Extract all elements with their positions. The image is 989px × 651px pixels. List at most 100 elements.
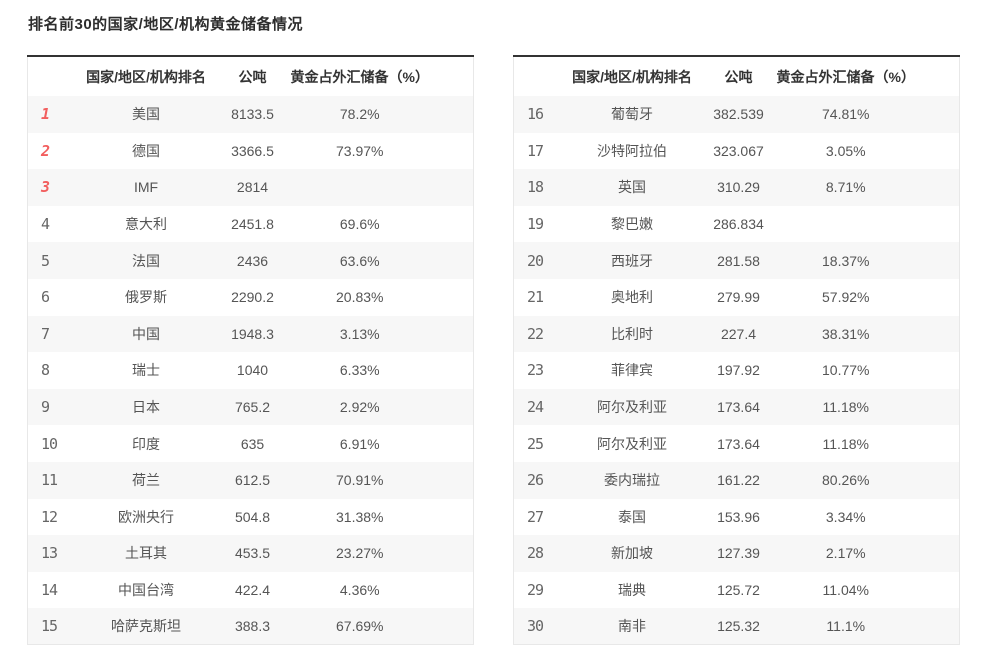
table-row: 10 印度 635 6.91%	[28, 425, 474, 462]
cell-rank: 15	[41, 617, 58, 636]
cell-tons: 2290.2	[231, 289, 274, 306]
cell-rank: 30	[527, 617, 544, 636]
table-row: 3 IMF 2814	[27, 169, 474, 206]
table-row: 18 英国 310.29 8.71%	[513, 169, 960, 206]
cell-pct: 10.77%	[822, 362, 870, 379]
col-header-name: 国家/地区/机构排名	[75, 56, 217, 96]
cell-name: 黎巴嫩	[611, 216, 653, 233]
table-row: 2 德国 3366.5 73.97%	[28, 133, 474, 170]
cell-name: 葡萄牙	[611, 106, 653, 123]
cell-rank: 8	[41, 361, 50, 380]
cell-rank: 1	[41, 105, 50, 124]
cell-tons: 227.4	[720, 325, 757, 342]
cell-name: 法国	[132, 252, 160, 269]
cell-tons: 382.539	[713, 106, 764, 123]
table-row: 27 泰国 153.96 3.34%	[514, 499, 960, 536]
cell-pct: 78.2%	[339, 106, 380, 123]
cell-rank: 14	[41, 581, 58, 600]
cell-pct: 3.34%	[825, 508, 866, 525]
cell-pct: 3.13%	[339, 325, 380, 342]
cell-pct	[775, 206, 960, 243]
cell-pct: 80.26%	[822, 472, 870, 489]
cell-rank: 23	[527, 361, 544, 380]
cell-pct: 2.92%	[339, 399, 380, 416]
table-body-right: 16 葡萄牙 382.539 74.81% 17 沙特阿拉伯 323.067 3.05% 18 英…	[513, 96, 960, 645]
cell-name: 南非	[618, 618, 646, 635]
cell-rank: 7	[41, 324, 50, 343]
cell-name: 日本	[132, 399, 160, 416]
col-header-rank	[27, 56, 76, 96]
cell-name: 印度	[132, 435, 160, 452]
col-header-rank	[513, 56, 562, 96]
cell-pct: 11.04%	[822, 582, 869, 599]
cell-tons: 153.96	[717, 508, 760, 525]
cell-name: 奥地利	[611, 289, 653, 306]
cell-pct: 11.18%	[822, 399, 869, 416]
cell-rank: 4	[41, 215, 50, 234]
cell-name: 中国	[132, 325, 160, 342]
cell-rank: 22	[527, 324, 544, 343]
cell-name: 委内瑞拉	[604, 472, 660, 489]
cell-pct: 3.05%	[825, 142, 866, 159]
cell-rank: 16	[527, 105, 544, 124]
cell-tons: 173.64	[717, 399, 760, 416]
cell-name: 泰国	[618, 508, 646, 525]
cell-rank: 13	[41, 544, 58, 563]
cell-rank: 2	[41, 141, 50, 160]
col-header-percent: 黄金占外汇储备（%）	[288, 56, 474, 96]
cell-rank: 29	[527, 581, 544, 600]
cell-tons: 3366.5	[231, 142, 274, 159]
table-row: 25 阿尔及利亚 173.64 11.18%	[514, 425, 960, 462]
cell-name: 沙特阿拉伯	[597, 142, 667, 159]
cell-name: 英国	[618, 179, 646, 196]
cell-name: 阿尔及利亚	[597, 399, 667, 416]
cell-rank: 6	[41, 288, 50, 307]
cell-tons: 281.58	[717, 252, 760, 269]
cell-rank: 5	[41, 251, 50, 270]
table-row: 4 意大利 2451.8 69.6%	[28, 206, 474, 243]
cell-rank: 20	[527, 251, 544, 270]
cell-pct: 23.27%	[336, 545, 384, 562]
cell-name: 瑞典	[618, 582, 646, 599]
cell-rank: 27	[527, 507, 544, 526]
table-row: 16 葡萄牙 382.539 74.81%	[513, 96, 960, 133]
cell-name: 菲律宾	[611, 362, 653, 379]
cell-rank: 26	[527, 471, 544, 490]
cell-name: 欧洲央行	[118, 508, 174, 525]
table-row: 28 新加坡 127.39 2.17%	[513, 535, 960, 572]
col-header-name: 国家/地区/机构排名	[561, 56, 703, 96]
cell-rank: 28	[527, 544, 544, 563]
table-row: 29 瑞典 125.72 11.04%	[514, 572, 960, 609]
table-row: 30 南非 125.32 11.1%	[513, 608, 960, 645]
cell-tons: 286.834	[713, 216, 764, 233]
table-row: 19 黎巴嫩 286.834	[514, 206, 960, 243]
cell-pct: 73.97%	[336, 142, 384, 159]
cell-name: 荷兰	[132, 472, 160, 489]
cell-pct: 6.33%	[339, 362, 380, 379]
table-header: 国家/地区/机构排名 公吨 黄金占外汇储备（%）	[27, 56, 474, 96]
table-body-left: 1 美国 8133.5 78.2% 2 德国 3366.5 73.97% 3 IMF 2814 4 意大…	[27, 96, 474, 645]
cell-rank: 25	[527, 434, 544, 453]
cell-rank: 18	[527, 178, 544, 197]
cell-tons: 422.4	[234, 582, 271, 599]
cell-pct: 70.91%	[336, 472, 384, 489]
cell-name: 西班牙	[611, 252, 653, 269]
table-row: 1 美国 8133.5 78.2%	[27, 96, 474, 133]
cell-tons: 125.72	[717, 582, 760, 599]
table-header: 国家/地区/机构排名 公吨 黄金占外汇储备（%）	[513, 56, 960, 96]
table-row: 21 奥地利 279.99 57.92%	[514, 279, 960, 316]
cell-rank: 19	[527, 215, 544, 234]
cell-tons: 323.067	[713, 142, 764, 159]
table-row: 8 瑞士 1040 6.33%	[28, 352, 474, 389]
table-row: 26 委内瑞拉 161.22 80.26%	[513, 461, 960, 499]
col-header-tons: 公吨	[702, 56, 775, 96]
table-row: 13 土耳其 453.5 23.27%	[27, 535, 474, 572]
cell-rank: 10	[41, 434, 58, 453]
cell-name: 美国	[132, 106, 160, 123]
cell-name: 哈萨克斯坦	[111, 618, 181, 635]
cell-tons: 279.99	[717, 289, 760, 306]
table-row: 11 荷兰 612.5 70.91%	[27, 461, 474, 499]
table-row: 6 俄罗斯 2290.2 20.83%	[28, 279, 474, 316]
gold-reserves-table-right: 国家/地区/机构排名 公吨 黄金占外汇储备（%） 16 葡萄牙 382.539 74.…	[513, 55, 960, 646]
